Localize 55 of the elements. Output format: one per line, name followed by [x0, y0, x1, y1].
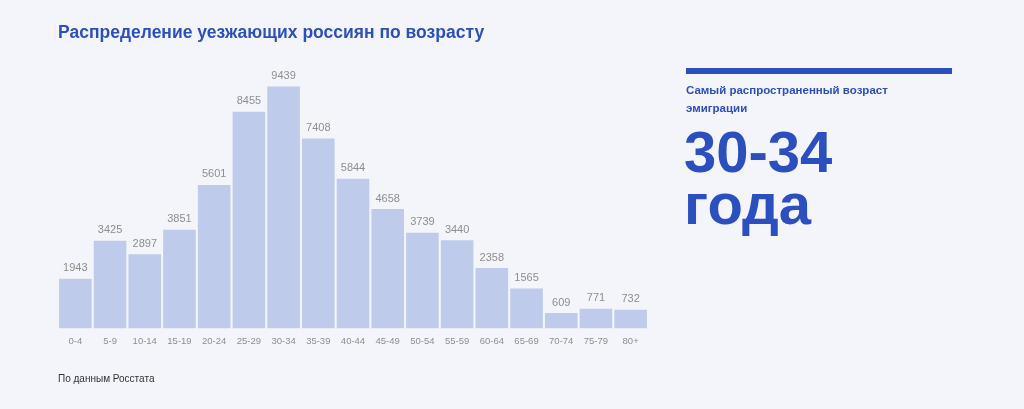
bar [336, 178, 370, 329]
data-label: 1943 [63, 261, 88, 274]
bar [510, 288, 543, 329]
x-tick-label: 65-69 [514, 334, 539, 346]
data-label: 9439 [271, 68, 296, 81]
data-label: 5601 [201, 167, 227, 180]
data-label: 5844 [340, 161, 366, 174]
bar [59, 278, 92, 329]
data-label: 2358 [479, 250, 505, 263]
bar [579, 308, 613, 329]
bar [614, 309, 647, 329]
x-tick-label: 80+ [622, 334, 640, 346]
x-tick-label: 60-64 [479, 334, 504, 346]
x-tick-label: 55-59 [444, 334, 470, 346]
data-label: 7408 [306, 121, 331, 134]
x-tick-label: 35-39 [306, 334, 331, 346]
x-tick-label: 20-24 [202, 334, 227, 346]
bar [93, 240, 127, 329]
x-tick-label: 40-44 [340, 334, 366, 346]
x-tick-label: 25-29 [236, 334, 262, 346]
bar [267, 86, 300, 329]
data-label: 1565 [514, 270, 539, 283]
chart-title: Распределение уезжающих россиян по возрасту [58, 22, 485, 43]
bar [371, 209, 405, 329]
data-label: 4658 [375, 191, 400, 204]
bar [301, 138, 335, 329]
data-label: 2897 [132, 236, 158, 249]
data-label: 609 [552, 295, 571, 308]
bar [163, 229, 196, 329]
text: 30-34 года [684, 119, 834, 236]
x-tick-label: 30-34 [271, 334, 296, 346]
bar [232, 111, 266, 329]
data-label: 771 [586, 291, 606, 304]
data-label: 3425 [97, 223, 123, 236]
x-tick-label: 0-4 [68, 334, 83, 346]
text: Самый распространенный возраст эмиграции [686, 83, 889, 116]
data-label: 3440 [444, 222, 470, 235]
x-tick-label: 45-49 [375, 334, 400, 346]
x-tick-label: 15-19 [167, 334, 192, 346]
bar [406, 232, 439, 329]
x-tick-label: 50-54 [410, 334, 435, 346]
x-tick-label: 5-9 [103, 334, 117, 346]
data-label: 3851 [167, 212, 192, 225]
data-label: 8455 [236, 94, 262, 107]
data-label: 732 [621, 292, 640, 305]
bar [440, 240, 474, 329]
bar [544, 312, 578, 329]
bar [128, 254, 162, 329]
text: По данным Росстата [58, 373, 155, 384]
x-tick-label: 10-14 [132, 334, 157, 346]
x-tick-label: 70-74 [549, 334, 574, 346]
bar [197, 184, 231, 329]
data-label: 3739 [410, 215, 435, 228]
bar [475, 268, 509, 329]
x-tick-label: 75-79 [583, 334, 609, 346]
